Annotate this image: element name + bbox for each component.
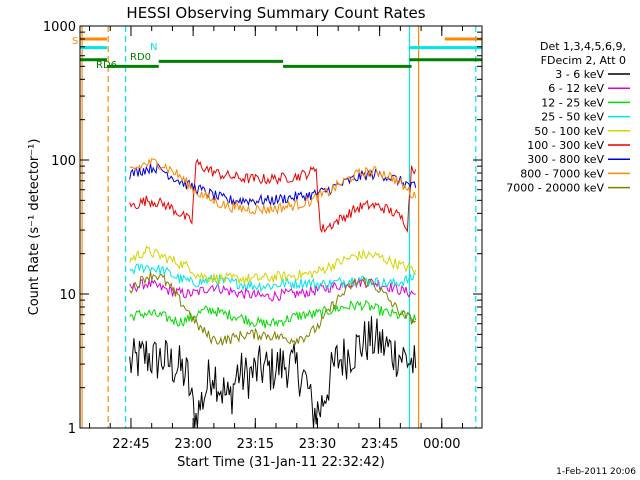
series-line-4 (129, 244, 417, 286)
annotation-label-n: N (150, 42, 157, 53)
chart-title: HESSI Observing Summary Count Rates (126, 4, 425, 22)
plot-frame (79, 25, 483, 429)
legend-entry-label: 3 - 6 keV (555, 68, 604, 81)
legend-entry-label: 6 - 12 keV (548, 82, 604, 95)
legend-entry-label: 25 - 50 keV (541, 111, 604, 124)
x-tick-label: 23:45 (361, 437, 398, 452)
y-tick-label: 100 (51, 154, 76, 169)
generation-timestamp: 1-Feb-2011 20:06 (556, 467, 636, 477)
series-line-8 (129, 271, 417, 346)
x-axis-ticks: 22:45 23:00 23:15 23:30 23:45 00:00 (89, 26, 464, 452)
series-line-5 (129, 158, 417, 234)
x-axis-label: Start Time (31-Jan-11 22:32:42) (177, 455, 385, 470)
legend-entry-label: 12 - 25 keV (541, 96, 604, 109)
series-line-7 (129, 157, 417, 215)
legend: Det 1,3,4,5,6,9,FDecim 2, Att 03 - 6 keV… (506, 40, 630, 195)
y-tick-label: 1000 (43, 20, 76, 35)
y-tick-label: 1 (68, 422, 76, 437)
x-tick-label: 23:00 (174, 437, 211, 452)
legend-header-line: Det 1,3,4,5,6,9, (540, 40, 626, 53)
y-axis-label: Count Rate (s⁻¹ detector⁻¹) (27, 139, 42, 316)
y-axis-ticks: 1 10 100 1000 (43, 20, 482, 437)
series-line-0 (129, 316, 417, 429)
series-line-2 (129, 299, 417, 329)
annotation-label-rd6: RD6 (96, 60, 117, 71)
legend-entry-label: 300 - 800 keV (527, 153, 604, 166)
y-tick-label: 10 (59, 288, 76, 303)
series-line-1 (129, 277, 416, 302)
annotation-label-rd0: RD0 (130, 52, 151, 63)
x-tick-label: 00:00 (423, 437, 460, 452)
annotation-label-s: S (72, 36, 78, 47)
legend-entry-label: 100 - 300 keV (527, 139, 604, 152)
x-tick-label: 23:30 (299, 437, 336, 452)
x-tick-label: 22:45 (112, 437, 149, 452)
legend-entry-label: 50 - 100 keV (534, 125, 604, 138)
legend-entry-label: 800 - 7000 keV (520, 167, 604, 180)
legend-entry-label: 7000 - 20000 keV (506, 182, 604, 195)
legend-header-line: FDecim 2, Att 0 (541, 54, 626, 67)
x-tick-label: 23:15 (237, 437, 274, 452)
